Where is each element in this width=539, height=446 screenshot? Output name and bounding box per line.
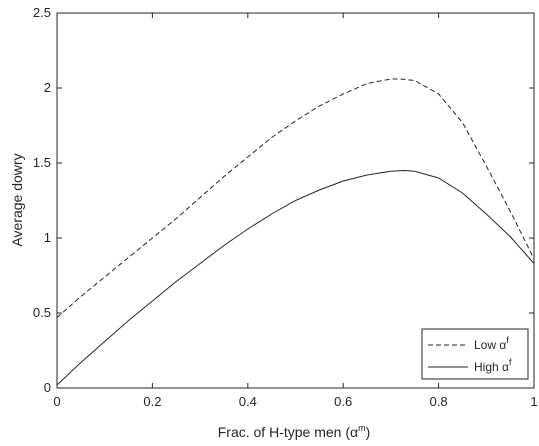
y-tick-label: 0.5 — [33, 305, 51, 320]
x-tick-label: 0.2 — [143, 394, 161, 409]
x-tick-label: 0.6 — [334, 394, 352, 409]
axes-layer — [56, 12, 535, 389]
y-tick-label: 1 — [44, 230, 51, 245]
y-axis-title: Average dowry — [9, 153, 25, 246]
x-tick-label: 0.8 — [430, 394, 448, 409]
legend-label-low: Low αf — [474, 335, 509, 352]
x-tick-label: 1 — [530, 394, 537, 409]
series-line-high-alpha-f — [56, 169, 535, 386]
x-axis-title: Frac. of H-type men (αm) — [218, 423, 371, 440]
y-tick-label: 0 — [44, 380, 51, 395]
legend-label-high: High αf — [474, 357, 512, 374]
ticks-layer: 0 0.2 0.4 0.6 0.8 1 0 0.5 1 1.5 2 2.5 — [33, 5, 538, 409]
axes-frame — [56, 12, 535, 389]
x-tick-label: 0 — [53, 394, 60, 409]
y-tick-label: 2.5 — [33, 5, 51, 20]
x-tick-label: 0.4 — [239, 394, 257, 409]
series-layer — [56, 78, 535, 386]
y-tick-label: 1.5 — [33, 155, 51, 170]
y-tick-label: 2 — [44, 80, 51, 95]
legend-box — [421, 328, 529, 380]
series-line-low-alpha-f — [56, 78, 535, 318]
legend: Low αf High αf — [421, 328, 529, 380]
